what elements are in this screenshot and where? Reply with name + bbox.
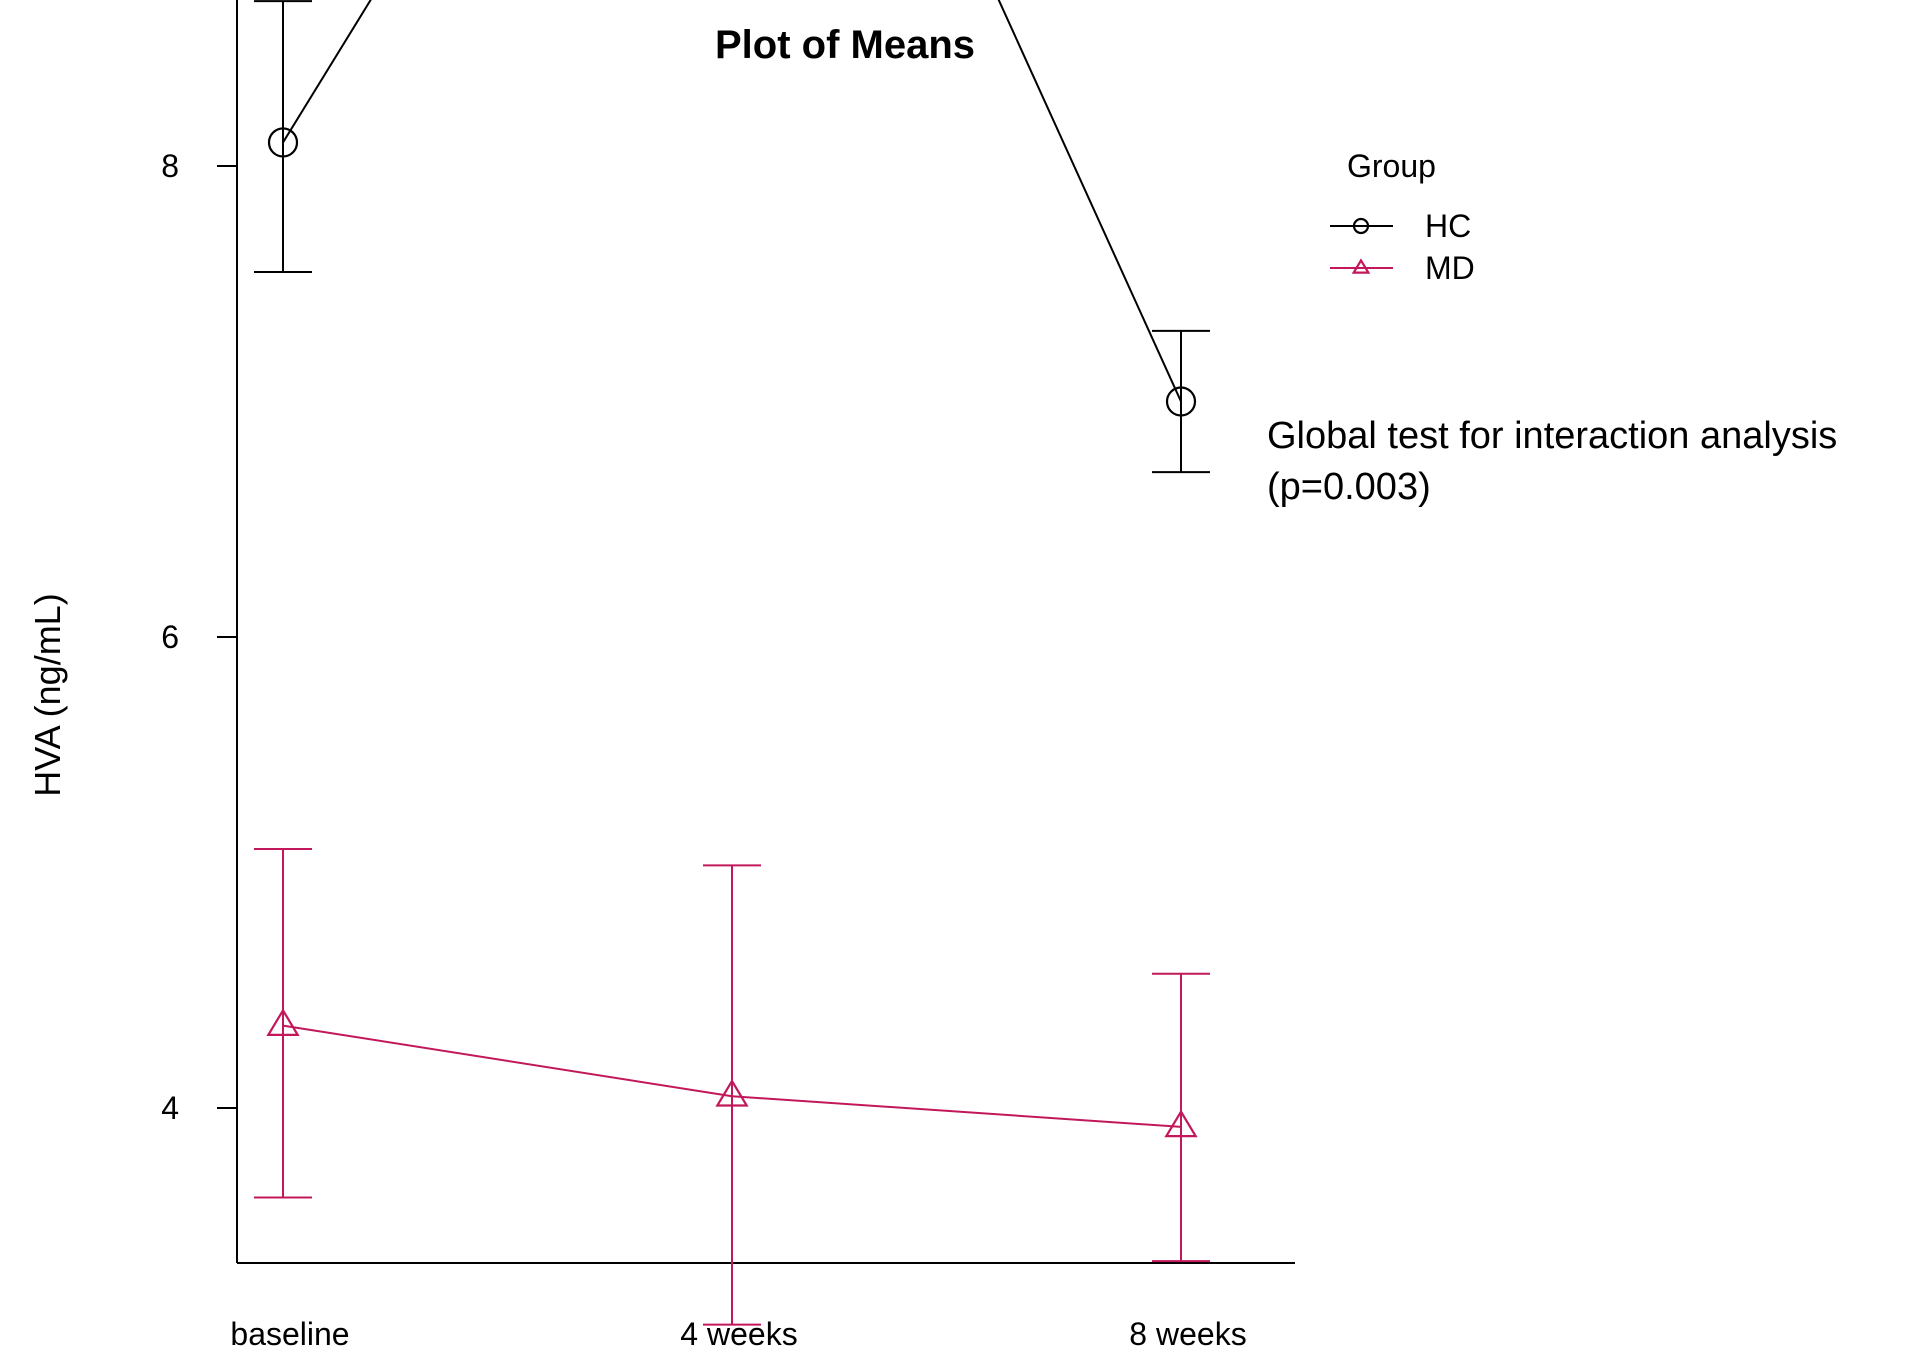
x-tick-label-0: baseline [230,1316,349,1352]
legend-marker-MD [1351,258,1371,274]
series-line-HC [282,0,1182,402]
series-MD [254,847,1210,1326]
marker-HC-2 [1165,386,1197,417]
chart-title: Plot of Means [715,23,975,67]
annotation-line-1: Global test for interaction analysis [1267,415,1837,457]
x-axis-ticks: baseline 4 weeks 8 weeks [230,1316,1246,1352]
legend-item-HC: HC [1330,208,1471,244]
y-tick-label-4: 4 [161,1090,179,1126]
x-tick-label-2: 8 weeks [1129,1316,1246,1352]
legend: Group HC MD [1330,148,1475,286]
legend-item-MD: MD [1330,250,1475,286]
legend-label-HC: HC [1425,208,1471,244]
series-HC [254,0,1210,474]
x-tick-label-1: 4 weeks [680,1316,797,1352]
y-axis-ticks: 4681012 [161,148,237,1126]
marker-HC-0 [267,127,299,158]
axes [236,0,1295,1264]
marker-MD-1 [715,1078,749,1107]
interaction-test-annotation: Global test for interaction analysis (p=… [1267,415,1837,508]
y-tick-label-6: 6 [161,619,179,655]
legend-items: HC MD [1330,208,1475,286]
annotation-line-2: (p=0.003) [1267,466,1431,508]
legend-title: Group [1347,148,1436,184]
marker-MD-2 [1164,1109,1198,1138]
y-axis-label: HVA (ng/mL) [27,593,68,796]
series-layer [254,0,1210,1326]
legend-label-MD: MD [1425,250,1475,286]
marker-MD-0 [266,1008,300,1036]
y-tick-label-8: 8 [161,148,179,184]
legend-marker-HC [1352,217,1370,235]
